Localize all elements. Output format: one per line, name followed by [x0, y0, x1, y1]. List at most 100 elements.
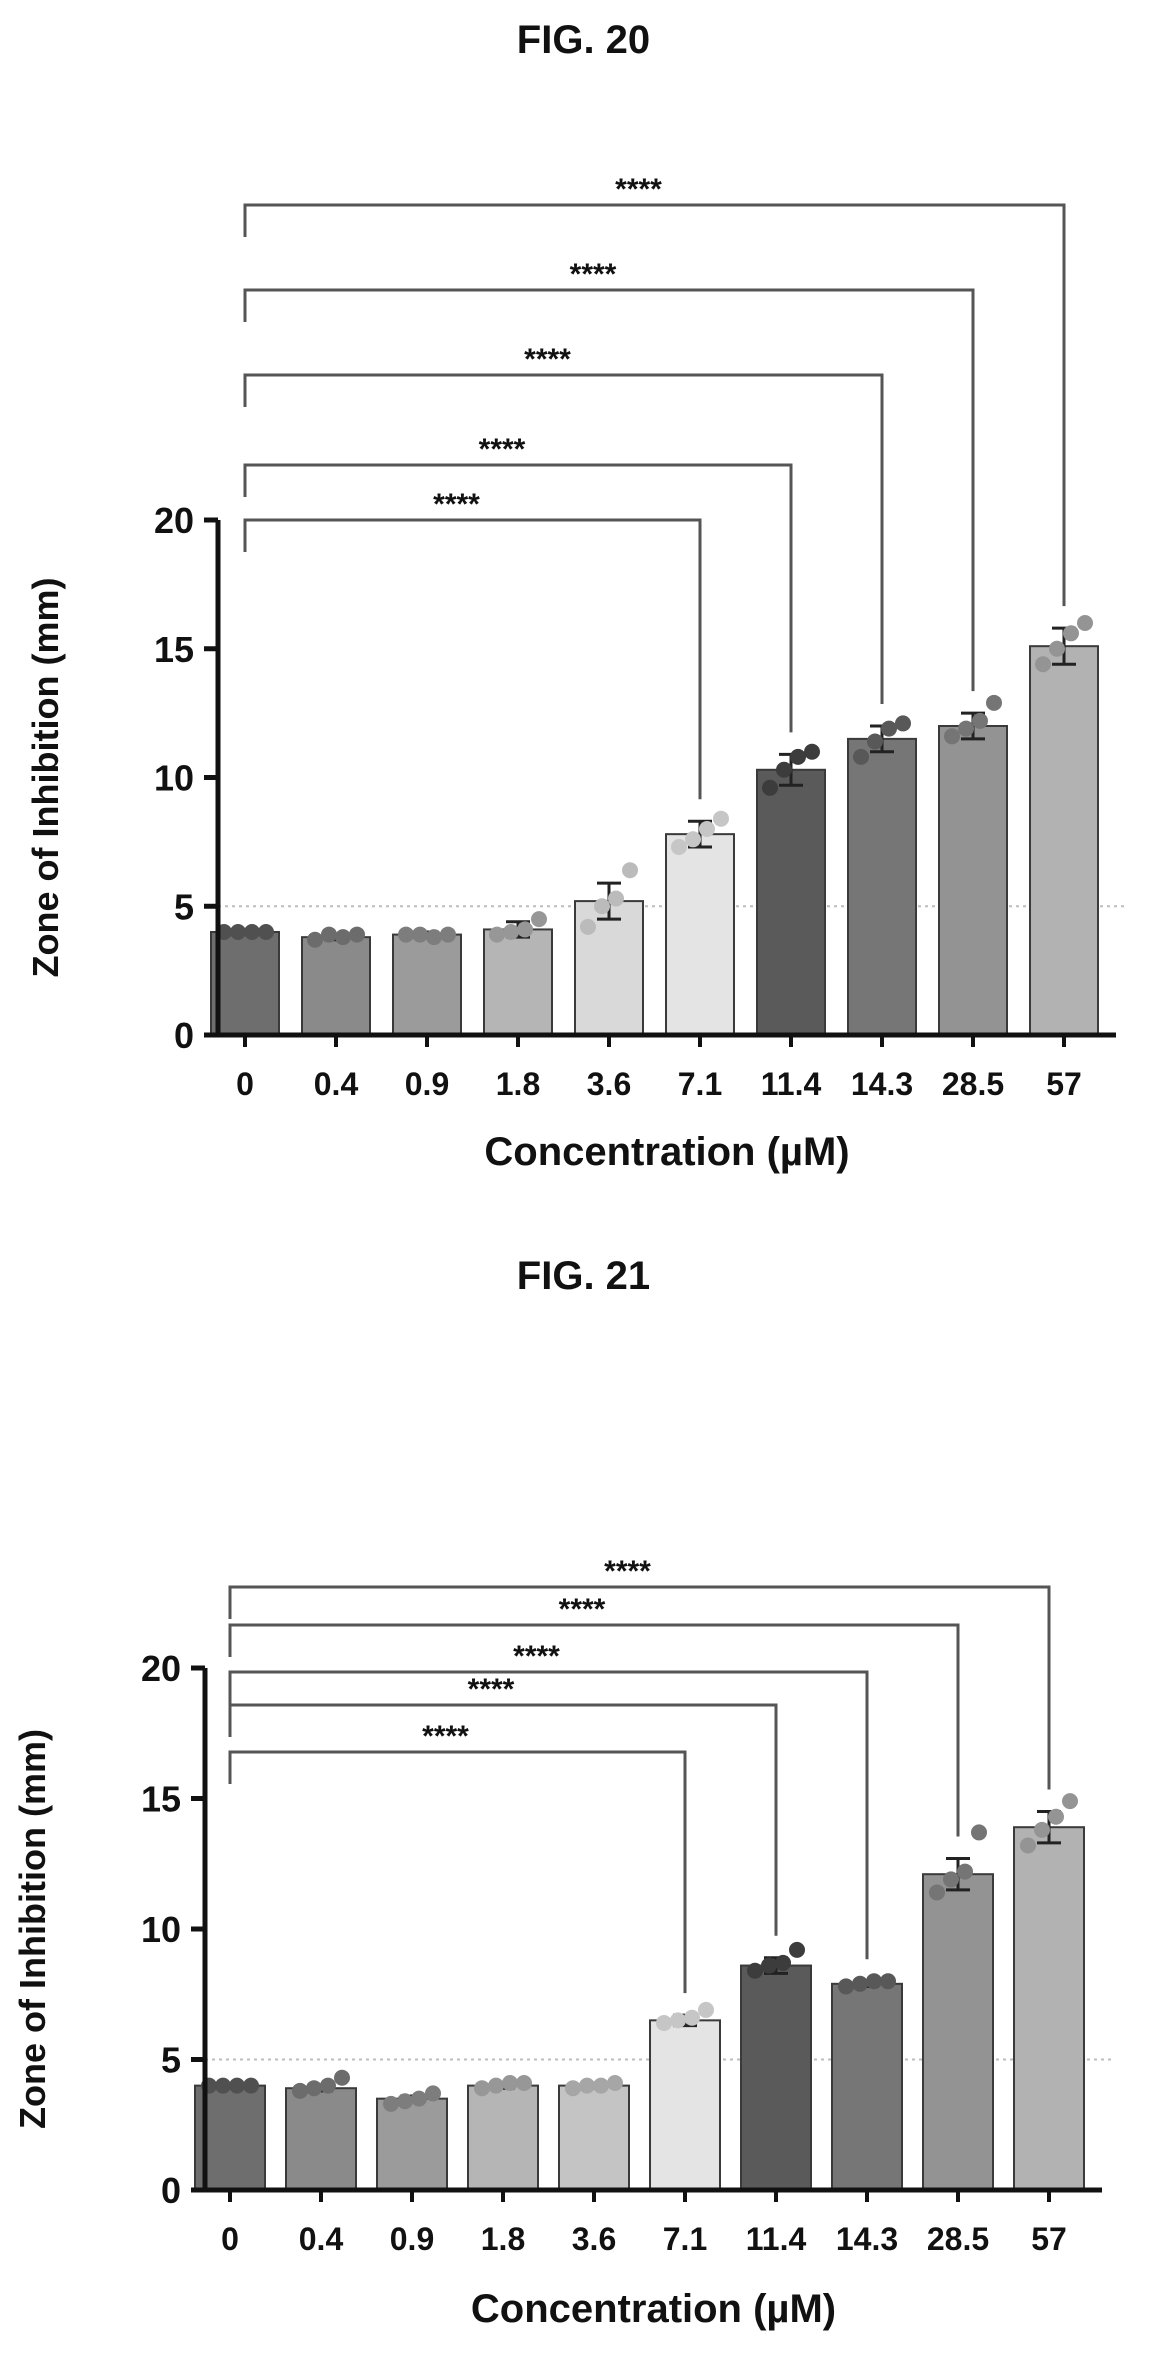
data-point: [1035, 656, 1051, 673]
bar: [1029, 645, 1099, 1036]
significance-bracket: [228, 1750, 687, 1994]
data-point: [656, 2014, 672, 2031]
data-point: [608, 890, 624, 907]
data-point: [565, 2080, 581, 2097]
data-point: [397, 2093, 413, 2110]
data-point: [971, 1824, 987, 1841]
x-tick-label: 1.8: [496, 1066, 540, 1102]
data-point: [852, 1975, 868, 1992]
significance-label: ****: [604, 1555, 651, 1588]
data-point: [880, 1973, 896, 1990]
data-point: [972, 712, 988, 729]
x-tick-label: 57: [1031, 2221, 1067, 2257]
x-tick-label: 28.5: [942, 1066, 1004, 1102]
data-point: [929, 1884, 945, 1901]
data-point: [1063, 625, 1079, 642]
x-tick-label: 7.1: [678, 1066, 722, 1102]
data-point: [425, 2085, 441, 2102]
data-point: [229, 2077, 245, 2094]
y-axis-title: Zone of Inhibition (mm): [12, 1729, 53, 2129]
y-tick-label: 15: [141, 1779, 181, 1820]
x-tick-label: 11.4: [746, 2221, 807, 2257]
significance-bracket: [243, 518, 702, 800]
x-tick-label: 3.6: [572, 2221, 616, 2257]
data-point: [488, 2077, 504, 2094]
bar: [1013, 1826, 1085, 2192]
x-tick-label: 14.3: [851, 1066, 913, 1102]
bar: [665, 833, 735, 1037]
data-point: [881, 720, 897, 737]
significance-bracket: [228, 1703, 778, 1936]
data-point: [943, 1871, 959, 1888]
bar: [558, 2084, 630, 2192]
significance-bracket: [228, 1585, 1051, 1790]
data-point: [215, 2077, 231, 2094]
data-point: [776, 761, 792, 778]
data-point: [579, 2077, 595, 2094]
bar: [847, 737, 917, 1036]
significance-bracket: [228, 1670, 869, 1960]
data-point: [593, 2077, 609, 2094]
bar: [649, 2019, 721, 2191]
figure-20-title: FIG. 20: [516, 18, 651, 62]
y-tick-label: 15: [154, 629, 194, 670]
bar: [210, 931, 280, 1036]
data-point: [383, 2095, 399, 2112]
significance-label: ****: [479, 433, 526, 466]
data-point: [699, 821, 715, 837]
bar: [756, 768, 826, 1037]
y-tick-label: 5: [161, 2040, 181, 2081]
data-point: [789, 1941, 805, 1958]
significance-label: ****: [433, 488, 480, 521]
significance-bracket: [243, 203, 1066, 607]
data-point: [258, 924, 274, 940]
figure-21-title: FIG. 21: [516, 1254, 651, 1298]
data-point: [307, 931, 323, 948]
data-point: [306, 2080, 322, 2097]
data-point: [1077, 615, 1093, 631]
bar: [938, 725, 1008, 1036]
x-tick-label: 1.8: [481, 2221, 525, 2257]
bar: [392, 933, 462, 1037]
bar: [285, 2087, 357, 2191]
x-tick-label: 7.1: [663, 2221, 707, 2257]
bar: [483, 928, 553, 1036]
data-point: [986, 694, 1002, 711]
bar: [831, 1982, 903, 2191]
data-point: [489, 926, 505, 943]
significance-label: ****: [559, 1593, 606, 1626]
data-point: [230, 924, 246, 940]
data-point: [761, 1957, 777, 1974]
x-tick-label: 11.4: [761, 1066, 822, 1102]
data-point: [958, 720, 974, 737]
x-tick-label: 0: [221, 2221, 239, 2257]
data-point: [398, 926, 414, 943]
bar: [740, 1964, 812, 2192]
data-point: [244, 924, 260, 940]
data-point: [775, 1954, 791, 1971]
data-point: [684, 2009, 700, 2026]
x-tick-label: 0.9: [405, 1066, 449, 1102]
data-point: [1020, 1837, 1036, 1854]
data-point: [349, 926, 365, 943]
data-point: [804, 743, 820, 760]
x-tick-label: 0: [236, 1066, 254, 1102]
data-point: [747, 1962, 763, 1979]
data-point: [243, 2077, 259, 2094]
y-tick-label: 10: [154, 758, 194, 799]
significance-label: ****: [468, 1673, 515, 1706]
data-point: [516, 2074, 532, 2091]
x-tick-label: 57: [1046, 1066, 1082, 1102]
significance-label: ****: [570, 258, 617, 291]
x-axis-title: Concentration (µM): [471, 2287, 836, 2331]
data-point: [670, 2012, 686, 2029]
data-point: [502, 2074, 518, 2091]
data-point: [866, 1973, 882, 1990]
data-point: [762, 779, 778, 796]
data-point: [622, 862, 638, 879]
x-tick-label: 14.3: [836, 2221, 898, 2257]
data-point: [685, 831, 701, 848]
x-tick-label: 0.9: [390, 2221, 434, 2257]
data-point: [713, 810, 729, 827]
bar: [467, 2084, 539, 2192]
